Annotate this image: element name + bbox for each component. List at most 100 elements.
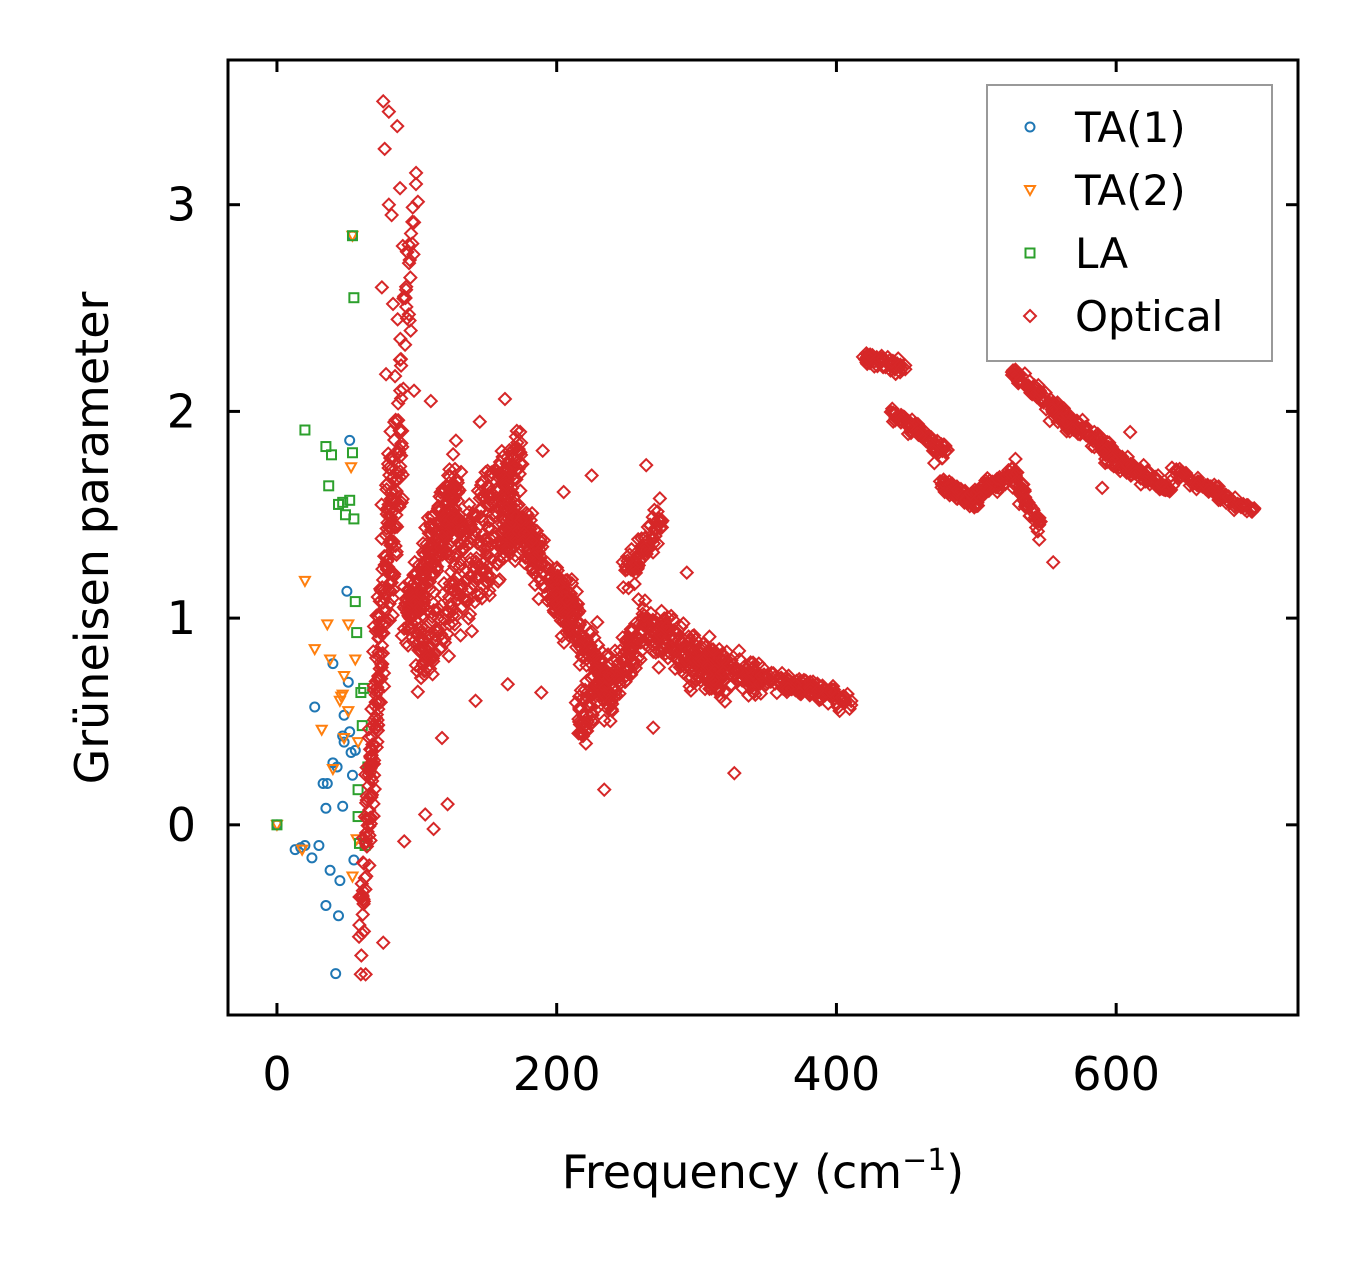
x-axis-label: Frequency (cm−1) bbox=[562, 1143, 965, 1199]
data-point bbox=[354, 926, 370, 942]
data-point bbox=[402, 595, 418, 611]
data-point bbox=[508, 548, 523, 564]
data-point bbox=[596, 713, 612, 728]
data-point bbox=[348, 654, 362, 667]
data-point bbox=[989, 471, 1005, 487]
data-point bbox=[363, 750, 379, 766]
data-point bbox=[463, 569, 479, 585]
data-point bbox=[531, 545, 547, 561]
data-point bbox=[1030, 523, 1046, 539]
data-point bbox=[344, 726, 356, 738]
legend-label: LA bbox=[1075, 229, 1128, 278]
data-point bbox=[564, 571, 580, 587]
data-point bbox=[403, 323, 419, 339]
data-point bbox=[462, 606, 478, 622]
data-point bbox=[842, 701, 858, 717]
data-point bbox=[802, 685, 818, 700]
data-point bbox=[375, 572, 391, 588]
data-point bbox=[1122, 424, 1138, 440]
data-point bbox=[909, 425, 925, 441]
data-point bbox=[388, 412, 404, 428]
data-point bbox=[1027, 513, 1043, 529]
data-point bbox=[582, 694, 598, 710]
data-point bbox=[377, 582, 393, 598]
data-point bbox=[566, 610, 581, 626]
data-point bbox=[597, 687, 613, 703]
data-point bbox=[344, 434, 356, 446]
data-point bbox=[502, 442, 517, 458]
data-point bbox=[1244, 503, 1259, 519]
data-point bbox=[556, 635, 572, 651]
data-point bbox=[468, 693, 483, 709]
data-point bbox=[398, 290, 413, 306]
data-point bbox=[570, 624, 586, 640]
data-point bbox=[423, 553, 439, 569]
data-point bbox=[579, 723, 595, 739]
data-point bbox=[593, 681, 609, 697]
data-point bbox=[396, 833, 412, 849]
data-point bbox=[434, 529, 450, 545]
data-point bbox=[922, 436, 938, 452]
data-point bbox=[338, 736, 350, 748]
data-point bbox=[370, 717, 386, 733]
data-point bbox=[420, 510, 436, 526]
data-point bbox=[637, 616, 653, 632]
data-point bbox=[401, 306, 417, 322]
data-point bbox=[349, 596, 361, 608]
data-point bbox=[741, 659, 757, 675]
data-point bbox=[433, 597, 449, 613]
data-point bbox=[410, 684, 426, 700]
data-point bbox=[652, 626, 668, 642]
data-point bbox=[630, 531, 646, 547]
data-point bbox=[523, 533, 539, 549]
data-point bbox=[472, 414, 488, 430]
data-point bbox=[461, 497, 477, 512]
data-point bbox=[893, 408, 909, 423]
data-point bbox=[645, 720, 661, 736]
data-point bbox=[1031, 514, 1047, 529]
data-point bbox=[358, 825, 374, 841]
data-point bbox=[498, 477, 514, 493]
data-point bbox=[894, 361, 909, 377]
data-point bbox=[1221, 489, 1236, 505]
data-point bbox=[361, 858, 377, 873]
data-point bbox=[516, 526, 532, 541]
data-point bbox=[631, 592, 646, 607]
data-point bbox=[320, 441, 332, 453]
data-point bbox=[1173, 468, 1189, 484]
data-point bbox=[358, 682, 370, 694]
data-point bbox=[1104, 456, 1120, 471]
data-point bbox=[485, 507, 501, 523]
data-point bbox=[702, 629, 717, 645]
data-point bbox=[792, 685, 808, 701]
data-point bbox=[1180, 471, 1196, 486]
data-point bbox=[330, 968, 342, 980]
data-point bbox=[1065, 422, 1081, 437]
data-point bbox=[517, 512, 533, 528]
data-point bbox=[557, 584, 573, 600]
data-point bbox=[378, 477, 394, 493]
data-point bbox=[415, 536, 431, 551]
data-point bbox=[717, 694, 733, 709]
data-point bbox=[422, 574, 438, 590]
data-point bbox=[509, 423, 525, 439]
data-point bbox=[351, 929, 367, 945]
data-point bbox=[363, 756, 379, 772]
data-point bbox=[584, 468, 600, 483]
data-point bbox=[482, 497, 498, 512]
data-point bbox=[705, 642, 721, 657]
data-point bbox=[372, 620, 388, 636]
data-point bbox=[1005, 363, 1021, 378]
data-point bbox=[496, 469, 512, 485]
data-point bbox=[1065, 415, 1081, 431]
data-point bbox=[1035, 393, 1051, 408]
data-point bbox=[949, 482, 965, 498]
data-point bbox=[1097, 443, 1112, 459]
data-point bbox=[601, 686, 617, 702]
data-point bbox=[368, 694, 384, 710]
data-point bbox=[393, 391, 409, 406]
data-point bbox=[400, 601, 416, 617]
data-point bbox=[589, 614, 605, 630]
data-point bbox=[368, 674, 384, 689]
data-point bbox=[512, 424, 528, 440]
